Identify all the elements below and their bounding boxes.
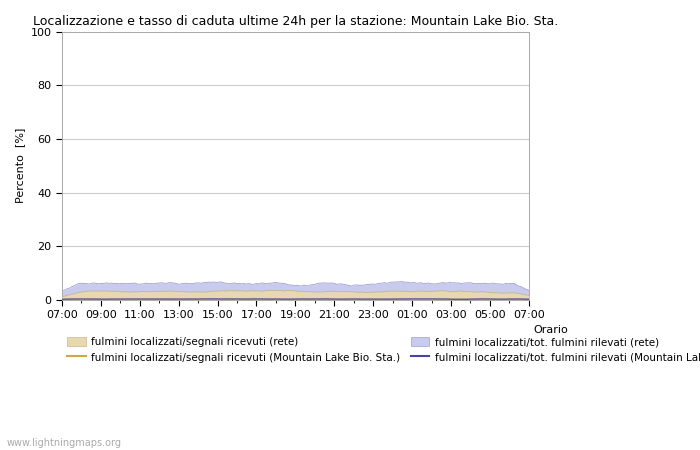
Legend: fulmini localizzati/segnali ricevuti (rete), fulmini localizzati/segnali ricevut: fulmini localizzati/segnali ricevuti (re… [67,337,700,363]
Text: www.lightningmaps.org: www.lightningmaps.org [7,438,122,448]
Y-axis label: Percento  [%]: Percento [%] [15,128,25,203]
Title: Localizzazione e tasso di caduta ultime 24h per la stazione: Mountain Lake Bio. : Localizzazione e tasso di caduta ultime … [33,15,558,28]
Text: Orario: Orario [533,324,568,334]
